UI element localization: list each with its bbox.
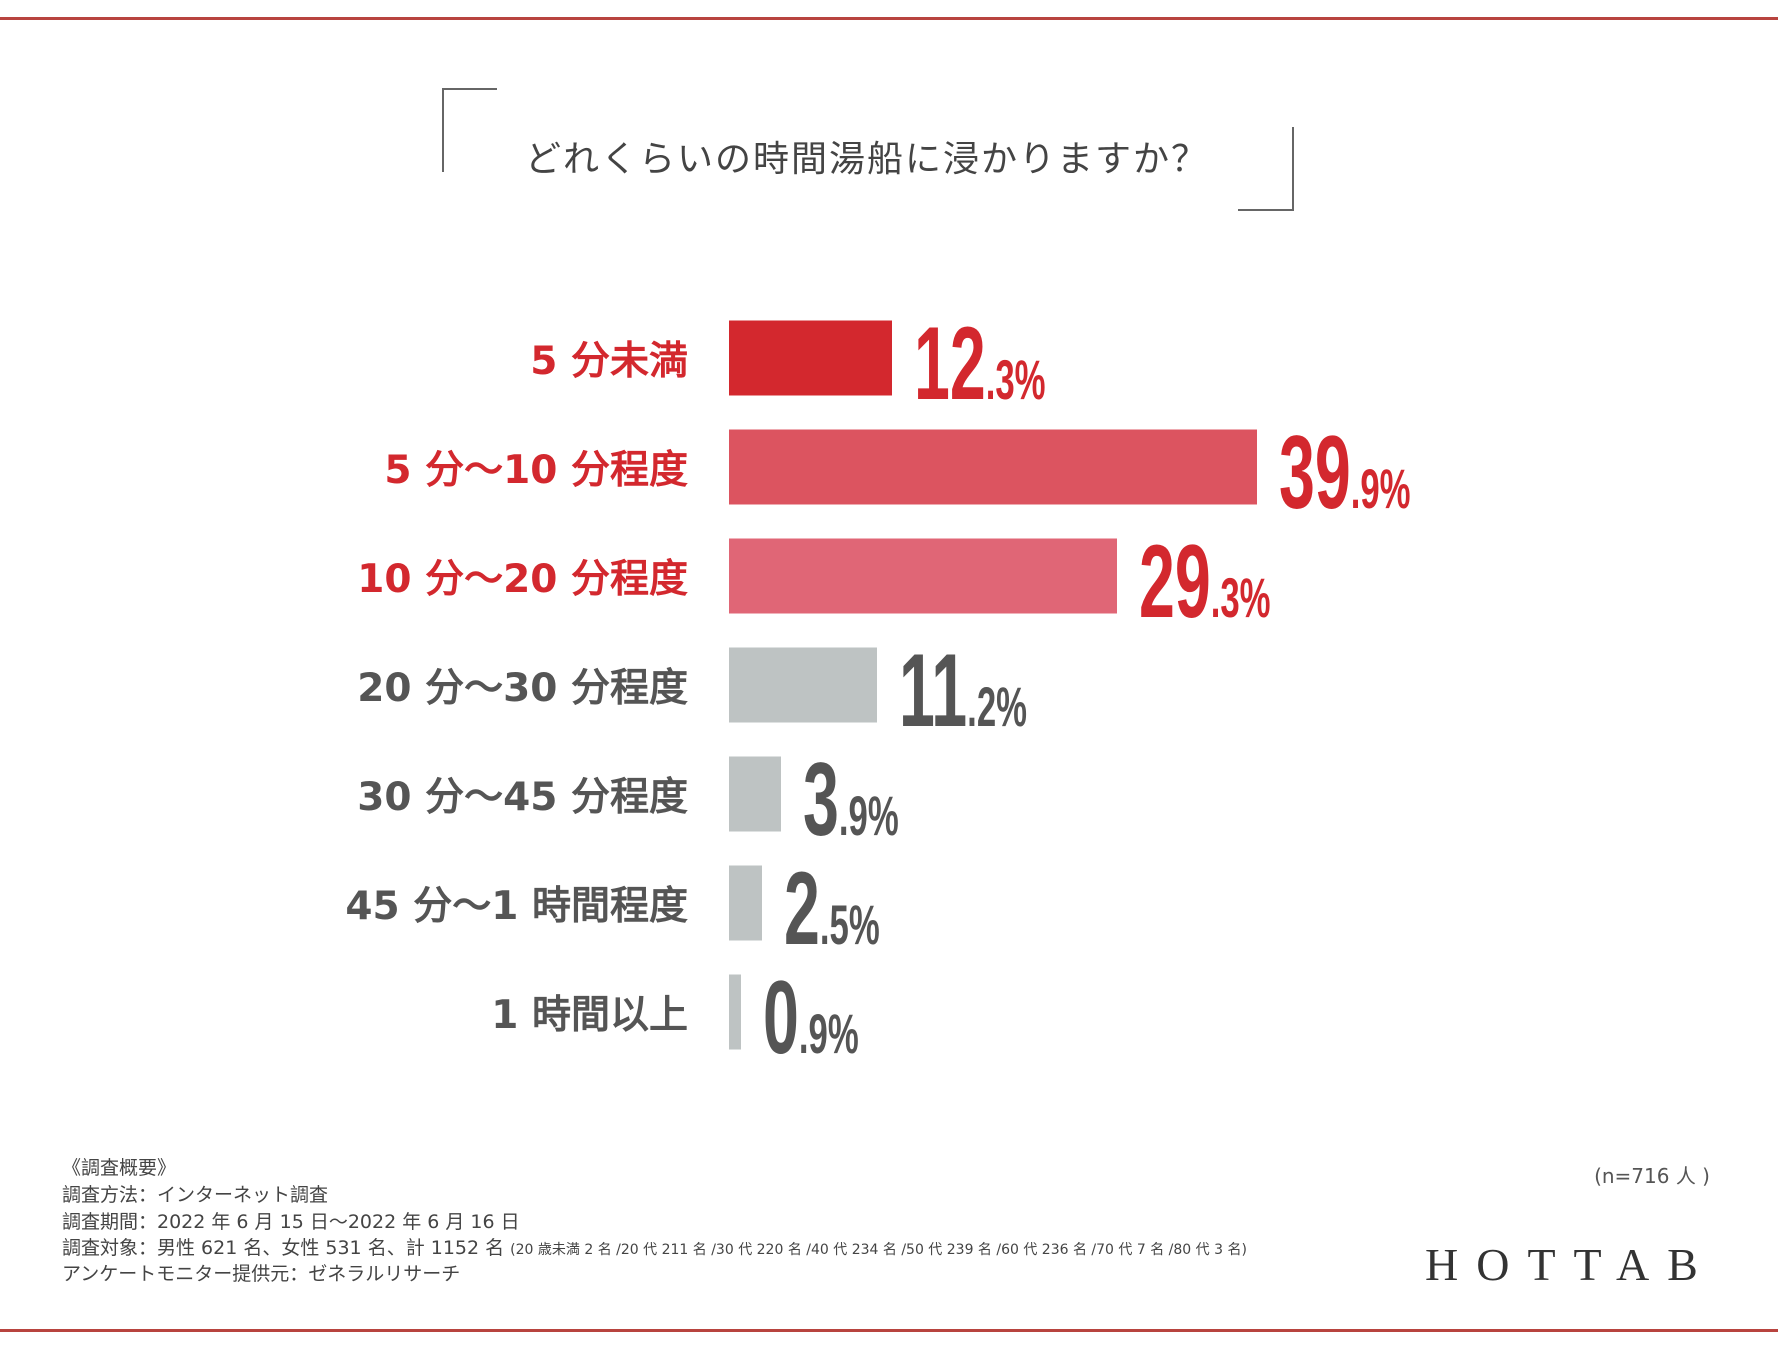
value-decimal: .9% <box>1350 457 1411 520</box>
footer-target-detail: (20 歳未満 2 名 /20 代 211 名 /30 代 220 名 /40 … <box>510 1242 1247 1258</box>
bracket-bottom <box>1238 209 1294 211</box>
hottab-logo: HOTTAB <box>1425 1239 1716 1290</box>
category-label: 30 分〜45 分程度 <box>357 775 688 820</box>
bracket-left <box>442 88 444 172</box>
value-decimal: .3% <box>1210 566 1271 629</box>
value-label: 12.3% <box>914 312 1046 416</box>
top-rule <box>0 17 1778 20</box>
bar <box>729 647 878 723</box>
value-decimal: .9% <box>798 1002 859 1065</box>
value-decimal: .2% <box>967 675 1028 738</box>
bar <box>729 756 781 832</box>
footer-heading: 《調査概要》 <box>62 1157 177 1179</box>
value-label: 39.9% <box>1279 421 1411 525</box>
value-label: 11.2% <box>899 639 1027 743</box>
bar <box>729 429 1258 505</box>
category-label: 1 時間以上 <box>491 993 688 1038</box>
value-integer: 29 <box>1138 524 1211 640</box>
bar <box>729 320 892 396</box>
bracket-top <box>442 88 497 90</box>
value-integer: 11 <box>899 633 968 749</box>
bracket-right <box>1292 127 1294 211</box>
sample-size: (n=716 人 ) <box>1594 1164 1710 1188</box>
value-integer: 2 <box>784 851 820 967</box>
value-integer: 39 <box>1279 415 1351 531</box>
footer-target-main: 調査対象：男性 621 名、女性 531 名、計 1152 名 <box>62 1237 505 1259</box>
footer-target: 調査対象：男性 621 名、女性 531 名、計 1152 名 (20 歳未満 … <box>62 1233 1247 1260</box>
category-label: 20 分〜30 分程度 <box>357 666 688 711</box>
value-integer: 0 <box>762 960 799 1076</box>
value-decimal: .3% <box>985 348 1046 411</box>
bottom-rule <box>0 1329 1778 1332</box>
category-label: 5 分未満 <box>530 339 688 384</box>
value-integer: 12 <box>913 306 986 422</box>
footer-provider: アンケートモニター提供元：ゼネラルリサーチ <box>62 1263 461 1285</box>
chart-title: どれくらいの時間湯船に浸かりますか？ <box>524 139 1209 180</box>
value-decimal: .9% <box>838 784 899 847</box>
value-integer: 3 <box>802 742 839 858</box>
footer-method: 調査方法：インターネット調査 <box>62 1184 329 1206</box>
category-label: 5 分〜10 分程度 <box>384 448 688 493</box>
bar <box>729 974 741 1050</box>
category-label: 10 分〜20 分程度 <box>357 557 688 602</box>
bar <box>729 538 1117 614</box>
footer-period: 調査期間：2022 年 6 月 15 日〜2022 年 6 月 16 日 <box>62 1211 520 1233</box>
value-decimal: .5% <box>819 893 880 956</box>
value-label: 3.9% <box>803 748 899 852</box>
category-label: 45 分〜1 時間程度 <box>345 884 688 929</box>
value-label: 29.3% <box>1139 530 1271 634</box>
value-label: 0.9% <box>763 966 859 1070</box>
value-label: 2.5% <box>784 857 880 961</box>
bar <box>729 865 763 941</box>
